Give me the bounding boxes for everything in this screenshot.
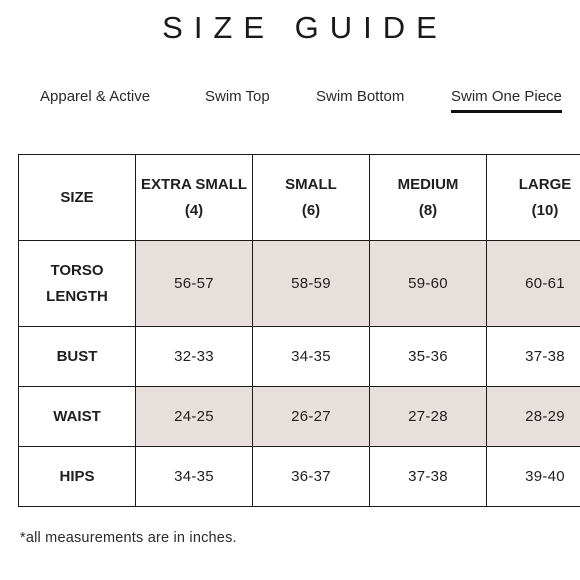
category-tabs: Apparel & Active Swim Top Swim Bottom Sw… xyxy=(0,88,580,118)
row-label-line: TORSO xyxy=(50,261,104,279)
table-cell: 32-33 xyxy=(135,326,253,387)
header-size-number: (10) xyxy=(531,201,559,219)
measurement-footnote: *all measurements are in inches. xyxy=(20,530,237,546)
table-cell: 56-57 xyxy=(135,240,253,327)
table-row-torso-length: TORSO LENGTH 56-57 58-59 59-60 60-61 xyxy=(18,240,580,327)
table-cell: 34-35 xyxy=(135,446,253,507)
table-cell: 36-37 xyxy=(252,446,370,507)
header-label: EXTRA SMALL xyxy=(140,175,248,193)
row-label-torso-length: TORSO LENGTH xyxy=(18,240,136,327)
row-label-hips: HIPS xyxy=(18,446,136,507)
row-label-waist: WAIST xyxy=(18,386,136,447)
table-row-bust: BUST 32-33 34-35 35-36 37-38 xyxy=(18,326,580,387)
table-cell: 60-61 xyxy=(486,240,580,327)
table-cell: 39-40 xyxy=(486,446,580,507)
tab-swim-bottom[interactable]: Swim Bottom xyxy=(316,88,405,105)
header-size: SIZE xyxy=(18,154,136,241)
page-title: SIZE GUIDE xyxy=(162,10,448,45)
table-cell: 58-59 xyxy=(252,240,370,327)
row-label-bust: BUST xyxy=(18,326,136,387)
tab-swim-one-piece[interactable]: Swim One Piece xyxy=(451,88,562,113)
tab-swim-top[interactable]: Swim Top xyxy=(205,88,270,105)
table-cell: 37-38 xyxy=(486,326,580,387)
header-label: LARGE xyxy=(518,175,572,193)
table-cell: 24-25 xyxy=(135,386,253,447)
table-cell: 37-38 xyxy=(369,446,487,507)
header-small: SMALL (6) xyxy=(252,154,370,241)
table-cell: 28-29 xyxy=(486,386,580,447)
table-header-row: SIZE EXTRA SMALL (4) SMALL (6) MEDIUM (8… xyxy=(18,154,580,241)
header-extra-small: EXTRA SMALL (4) xyxy=(135,154,253,241)
table-row-hips: HIPS 34-35 36-37 37-38 39-40 xyxy=(18,446,580,507)
table-cell: 35-36 xyxy=(369,326,487,387)
size-table: SIZE EXTRA SMALL (4) SMALL (6) MEDIUM (8… xyxy=(18,154,580,507)
header-size-number: (8) xyxy=(418,201,438,219)
table-cell: 26-27 xyxy=(252,386,370,447)
table-cell: 59-60 xyxy=(369,240,487,327)
header-medium: MEDIUM (8) xyxy=(369,154,487,241)
table-cell: 27-28 xyxy=(369,386,487,447)
header-label: SMALL xyxy=(285,175,337,193)
header-large: LARGE (10) xyxy=(486,154,580,241)
row-label-line: LENGTH xyxy=(46,287,108,305)
header-size-number: (6) xyxy=(301,201,321,219)
table-cell: 34-35 xyxy=(252,326,370,387)
table-row-waist: WAIST 24-25 26-27 27-28 28-29 xyxy=(18,386,580,447)
header-label: MEDIUM xyxy=(397,175,459,193)
header-size-number: (4) xyxy=(184,201,204,219)
tab-apparel-active[interactable]: Apparel & Active xyxy=(40,88,151,105)
